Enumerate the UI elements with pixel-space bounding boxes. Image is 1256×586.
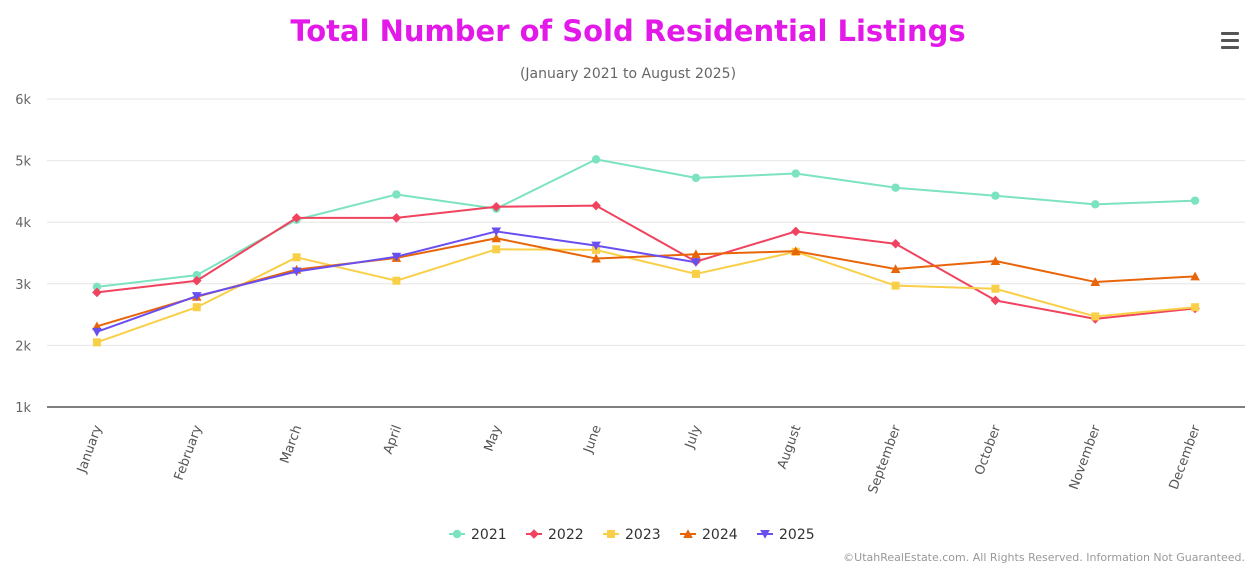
series-line-2023 [96, 248, 1196, 344]
chart-subtitle: (January 2021 to August 2025) [519, 66, 737, 82]
hamburger-menu-icon[interactable] [1213, 26, 1247, 54]
y-tick-label: 2k [15, 339, 31, 354]
x-tick-label: March [278, 423, 306, 465]
series-line-2024 [96, 237, 1196, 328]
data-point-2022[interactable] [990, 295, 1001, 306]
data-point-2025[interactable] [92, 327, 102, 337]
data-point-2022[interactable] [191, 275, 202, 286]
y-tick-label: 4k [15, 216, 31, 231]
menu-bar [1221, 38, 1239, 42]
legend-item-2025[interactable]: 2025 [757, 527, 815, 543]
legend-marker[interactable] [529, 529, 539, 539]
x-tick-label: May [482, 423, 505, 454]
data-point-2024[interactable] [591, 253, 601, 263]
y-tick-label: 6k [15, 93, 31, 108]
series-2025[interactable] [92, 227, 701, 337]
data-point-2024[interactable] [890, 264, 901, 274]
data-point-2024[interactable] [790, 246, 801, 256]
x-tick-label: November [1067, 423, 1104, 492]
data-point-2023[interactable] [392, 276, 401, 285]
data-point-2023[interactable] [991, 284, 1000, 293]
legend-label: 2023 [625, 527, 661, 543]
data-point-2023[interactable] [891, 281, 900, 290]
x-tick-label: December [1167, 423, 1204, 492]
data-point-2023[interactable] [1091, 312, 1100, 321]
legend-marker[interactable] [452, 529, 462, 539]
legend-marker[interactable] [607, 530, 615, 538]
data-point-2022[interactable] [591, 200, 601, 211]
data-point-2022[interactable] [391, 213, 402, 223]
series-2021[interactable] [92, 155, 1200, 292]
x-tick-label: April [381, 423, 405, 456]
series-2022[interactable] [92, 200, 1200, 324]
data-point-2021[interactable] [192, 270, 201, 280]
data-point-2022[interactable] [291, 213, 302, 223]
legend-label: 2025 [779, 527, 815, 543]
legend-item-2023[interactable]: 2023 [603, 527, 661, 543]
data-point-2024[interactable] [990, 256, 1001, 266]
menu-bar [1221, 45, 1239, 49]
data-point-2023[interactable] [292, 253, 301, 262]
data-point-2023[interactable] [691, 269, 700, 278]
data-point-2022[interactable] [790, 226, 801, 237]
legend-label: 2024 [702, 527, 738, 543]
x-tick-label: October [972, 423, 1004, 478]
data-point-2021[interactable] [891, 183, 900, 192]
legend-item-2024[interactable]: 2024 [680, 527, 738, 543]
legend-item-2021[interactable]: 2021 [449, 527, 507, 543]
data-point-2021[interactable] [92, 282, 102, 292]
data-point-2021[interactable] [691, 173, 701, 183]
y-tick-label: 1k [15, 401, 31, 416]
data-point-2023[interactable] [192, 303, 201, 312]
legend-label: 2021 [471, 527, 507, 543]
x-tick-label: September [866, 423, 905, 496]
legend-marker[interactable] [760, 530, 770, 539]
data-point-2021[interactable] [1190, 196, 1200, 205]
data-point-2025[interactable] [691, 258, 701, 268]
data-point-2023[interactable] [492, 245, 501, 254]
data-point-2021[interactable] [392, 190, 401, 199]
x-tick-label: August [775, 423, 805, 471]
legend-marker[interactable] [683, 529, 693, 538]
data-point-2024[interactable] [691, 249, 701, 259]
x-tick-label: January [74, 423, 105, 476]
legend-label: 2022 [548, 527, 584, 543]
y-tick-label: 5k [15, 155, 31, 170]
data-point-2024[interactable] [1090, 277, 1101, 286]
series-2023[interactable] [92, 245, 1200, 347]
data-point-2022[interactable] [890, 238, 901, 249]
x-tick-label: February [172, 423, 206, 483]
data-point-2025[interactable] [491, 227, 502, 237]
menu-bar [1221, 31, 1239, 35]
chart-title: Total Number of Sold Residential Listing… [290, 14, 966, 48]
legend-item-2022[interactable]: 2022 [526, 527, 584, 543]
data-point-2022[interactable] [491, 202, 502, 212]
series-line-2022 [96, 204, 1196, 320]
data-point-2022[interactable] [92, 287, 102, 298]
data-point-2024[interactable] [491, 233, 502, 243]
credits-text: ©UtahRealEstate.com. All Rights Reserved… [843, 551, 1245, 564]
data-point-2021[interactable] [1091, 200, 1100, 209]
data-point-2021[interactable] [791, 169, 800, 178]
data-point-2024[interactable] [1190, 271, 1200, 281]
x-tick-label: June [581, 423, 605, 456]
data-point-2023[interactable] [92, 338, 101, 347]
data-point-2025[interactable] [291, 267, 302, 277]
data-point-2021[interactable] [591, 155, 601, 164]
data-point-2025[interactable] [391, 252, 402, 262]
data-point-2023[interactable] [1191, 303, 1200, 312]
data-point-2025[interactable] [191, 292, 202, 301]
data-point-2025[interactable] [591, 241, 601, 251]
x-tick-label: July [682, 423, 705, 451]
y-tick-label: 3k [15, 278, 31, 293]
data-point-2021[interactable] [991, 191, 1000, 200]
